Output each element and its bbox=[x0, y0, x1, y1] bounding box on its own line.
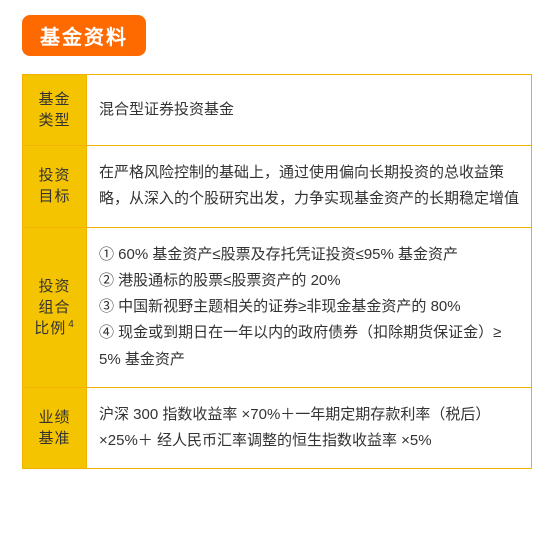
label-line: 业绩 bbox=[31, 407, 78, 428]
list-item: ① 60% 基金资产≤股票及存托凭证投资≤95% 基金资产 bbox=[99, 242, 519, 268]
row-label-fund-type: 基金 类型 bbox=[23, 75, 87, 146]
label-line: 比例4 bbox=[31, 318, 78, 339]
row-content-portfolio-ratio: ① 60% 基金资产≤股票及存托凭证投资≤95% 基金资产 ② 港股通标的股票≤… bbox=[87, 227, 532, 387]
label-line: 基准 bbox=[31, 428, 78, 449]
label-line: 类型 bbox=[31, 110, 78, 131]
label-line: 投资 bbox=[31, 165, 78, 186]
fund-info-table: 基金 类型 混合型证券投资基金 投资 目标 在严格风险控制的基础上，通过使用偏向… bbox=[22, 74, 532, 469]
label-line: 目标 bbox=[31, 186, 78, 207]
label-line: 投资 bbox=[31, 276, 78, 297]
row-label-investment-objective: 投资 目标 bbox=[23, 146, 87, 228]
label-text-part: 比例 bbox=[34, 320, 66, 337]
row-content-investment-objective: 在严格风险控制的基础上，通过使用偏向长期投资的总收益策略，从深入的个股研究出发，… bbox=[87, 146, 532, 228]
row-content-benchmark: 沪深 300 指数收益率 ×70%＋一年期定期存款利率（税后）×25%＋ 经人民… bbox=[87, 387, 532, 469]
table-row: 业绩 基准 沪深 300 指数收益率 ×70%＋一年期定期存款利率（税后）×25… bbox=[23, 387, 532, 469]
table-row: 投资 组合 比例4 ① 60% 基金资产≤股票及存托凭证投资≤95% 基金资产 … bbox=[23, 227, 532, 387]
label-line: 组合 bbox=[31, 297, 78, 318]
row-content-fund-type: 混合型证券投资基金 bbox=[87, 75, 532, 146]
table-row: 基金 类型 混合型证券投资基金 bbox=[23, 75, 532, 146]
row-label-benchmark: 业绩 基准 bbox=[23, 387, 87, 469]
footnote-marker: 4 bbox=[68, 319, 75, 330]
list-item: ④ 现金或到期日在一年以内的政府债券（扣除期货保证金）≥ 5% 基金资产 bbox=[99, 320, 519, 373]
row-label-portfolio-ratio: 投资 组合 比例4 bbox=[23, 227, 87, 387]
list-item: ② 港股通标的股票≤股票资产的 20% bbox=[99, 268, 519, 294]
label-line: 基金 bbox=[31, 89, 78, 110]
section-title-badge: 基金资料 bbox=[22, 15, 146, 56]
table-row: 投资 目标 在严格风险控制的基础上，通过使用偏向长期投资的总收益策略，从深入的个… bbox=[23, 146, 532, 228]
list-item: ③ 中国新视野主题相关的证券≥非现金基金资产的 80% bbox=[99, 294, 519, 320]
